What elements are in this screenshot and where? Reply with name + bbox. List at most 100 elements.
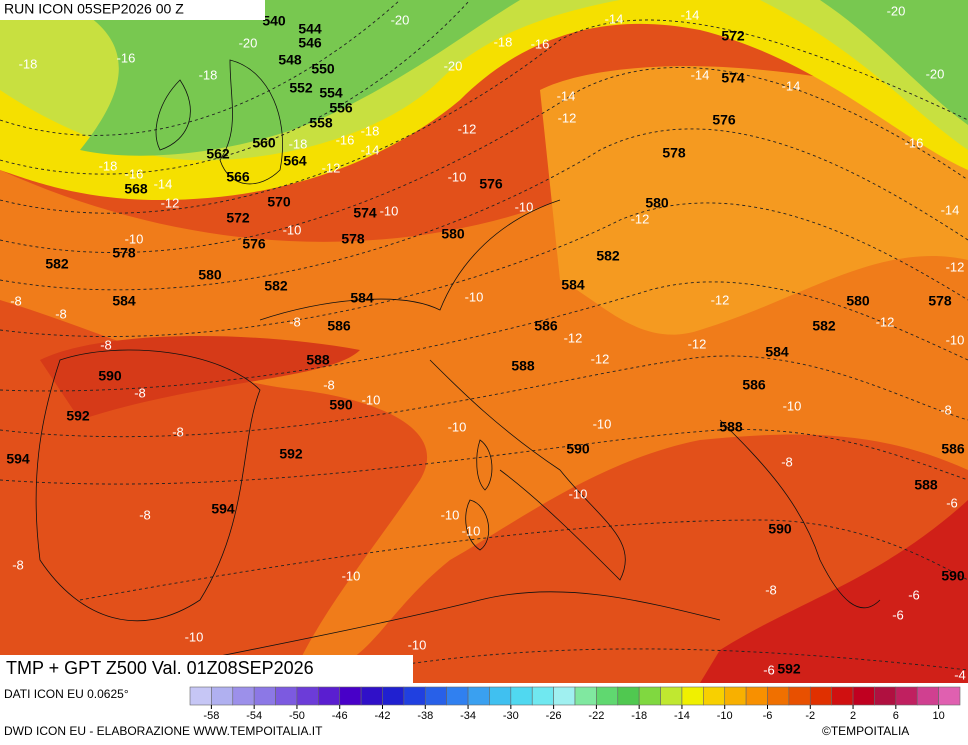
colorbar-swatch <box>852 686 875 706</box>
geopotential-label: 584 <box>350 290 374 306</box>
temperature-label: -8 <box>765 582 777 597</box>
map-title: TMP + GPT Z500 Val. 01Z08SEP2026 <box>6 658 314 678</box>
geopotential-label: 558 <box>309 115 333 131</box>
colorbar-tick-label: -30 <box>503 710 519 722</box>
temperature-label: -12 <box>876 314 895 329</box>
temperature-label: -10 <box>448 419 467 434</box>
temperature-label: -14 <box>691 67 710 82</box>
colorbar-tick-label: -42 <box>375 710 391 722</box>
source-label: DATI ICON EU 0.0625° <box>4 687 129 701</box>
colorbar-swatch <box>703 686 726 706</box>
colorbar-swatch <box>809 686 832 706</box>
colorbar-swatch <box>211 686 234 706</box>
temperature-label: -12 <box>161 195 180 210</box>
colorbar-swatch <box>489 686 512 706</box>
geopotential-label: 588 <box>511 358 535 374</box>
geopotential-label: 544 <box>298 21 322 37</box>
credit-label: DWD ICON EU - ELABORAZIONE WWW.TEMPOITAL… <box>4 724 323 738</box>
temperature-label: -8 <box>139 507 151 522</box>
temperature-label: -10 <box>380 203 399 218</box>
colorbar-swatch <box>874 686 897 706</box>
colorbar-tick-label: 10 <box>932 710 944 722</box>
temperature-label: -14 <box>782 78 801 93</box>
geopotential-label: 564 <box>283 153 307 169</box>
colorbar-tick-label: -58 <box>203 710 219 722</box>
temperature-label: -8 <box>134 385 146 400</box>
colorbar-swatch <box>360 686 383 706</box>
colorbar: -58 -54 -50 -46 -42 -38 -34 -30 -26 -22 -18 -14 -10-… <box>189 686 961 722</box>
temperature-label: -18 <box>494 34 513 49</box>
temperature-label: -10 <box>465 289 484 304</box>
temperature-label: -8 <box>55 306 67 321</box>
temperature-label: -10 <box>342 568 361 583</box>
geopotential-label: 576 <box>242 236 266 252</box>
temperature-label: -8 <box>12 557 24 572</box>
temperature-label: -12 <box>564 330 583 345</box>
temperature-label: -8 <box>781 454 793 469</box>
geopotential-label: 552 <box>289 80 313 96</box>
colorbar-tick-label: -2 <box>805 710 815 722</box>
geopotential-label: 586 <box>941 441 965 457</box>
geopotential-label: 578 <box>662 145 686 161</box>
geopotential-label: 570 <box>267 194 291 210</box>
geopotential-label: 578 <box>928 293 952 309</box>
colorbar-swatch <box>467 686 490 706</box>
colorbar-swatch <box>660 686 683 706</box>
geopotential-label: 592 <box>66 408 90 424</box>
temperature-label: -20 <box>444 58 463 73</box>
temperature-label: -4 <box>954 667 966 682</box>
geopotential-label: 578 <box>341 231 365 247</box>
geopotential-label: 572 <box>226 210 250 226</box>
colorbar-swatch <box>382 686 405 706</box>
geopotential-label: 550 <box>311 61 335 77</box>
geopotential-label: 580 <box>645 195 669 211</box>
temperature-label: -10 <box>125 231 144 246</box>
temperature-label: -10 <box>185 629 204 644</box>
geopotential-label: 540 <box>262 13 286 29</box>
temperature-label: -8 <box>172 424 184 439</box>
geopotential-label: 584 <box>765 344 789 360</box>
geopotential-label: 592 <box>777 661 801 677</box>
geopotential-label: 594 <box>6 451 30 467</box>
geopotential-label: 590 <box>566 441 590 457</box>
temperature-label: -10 <box>283 222 302 237</box>
colorbar-swatch <box>275 686 298 706</box>
colorbar-swatch <box>745 686 768 706</box>
geopotential-label: 590 <box>98 368 122 384</box>
temperature-label: -18 <box>199 67 218 82</box>
temperature-label: -12 <box>458 121 477 136</box>
geopotential-label: 574 <box>721 70 745 86</box>
geopotential-label: 580 <box>441 226 465 242</box>
colorbar-swatch <box>895 686 918 706</box>
geopotential-label: 562 <box>206 146 230 162</box>
geopotential-label: 584 <box>561 277 585 293</box>
colorbar-swatch <box>339 686 362 706</box>
temperature-label: -6 <box>763 662 775 677</box>
temperature-label: -20 <box>239 35 258 50</box>
geopotential-label: 590 <box>329 397 353 413</box>
temperature-label: -14 <box>361 142 380 157</box>
colorbar-tick-label: -54 <box>246 710 262 722</box>
temperature-label: -16 <box>531 36 550 51</box>
temperature-label: -8 <box>100 337 112 352</box>
temperature-label: -10 <box>515 199 534 214</box>
temperature-label: -20 <box>391 12 410 27</box>
colorbar-swatch <box>296 686 319 706</box>
colorbar-tick-label: -6 <box>763 710 773 722</box>
temperature-label: -16 <box>905 135 924 150</box>
colorbar-swatch <box>638 686 661 706</box>
geopotential-label: 592 <box>279 446 303 462</box>
temperature-label: -18 <box>19 56 38 71</box>
geopotential-label: 576 <box>479 176 503 192</box>
temperature-label: -10 <box>448 169 467 184</box>
geopotential-label: 586 <box>742 377 766 393</box>
geopotential-label: 588 <box>719 419 743 435</box>
temperature-label: -18 <box>289 136 308 151</box>
geopotential-label: 580 <box>198 267 222 283</box>
geopotential-label: 576 <box>712 112 736 128</box>
temperature-label: -12 <box>688 336 707 351</box>
temperature-label: -8 <box>940 402 952 417</box>
temperature-label: -12 <box>711 292 730 307</box>
colorbar-tick-label: -38 <box>417 710 433 722</box>
